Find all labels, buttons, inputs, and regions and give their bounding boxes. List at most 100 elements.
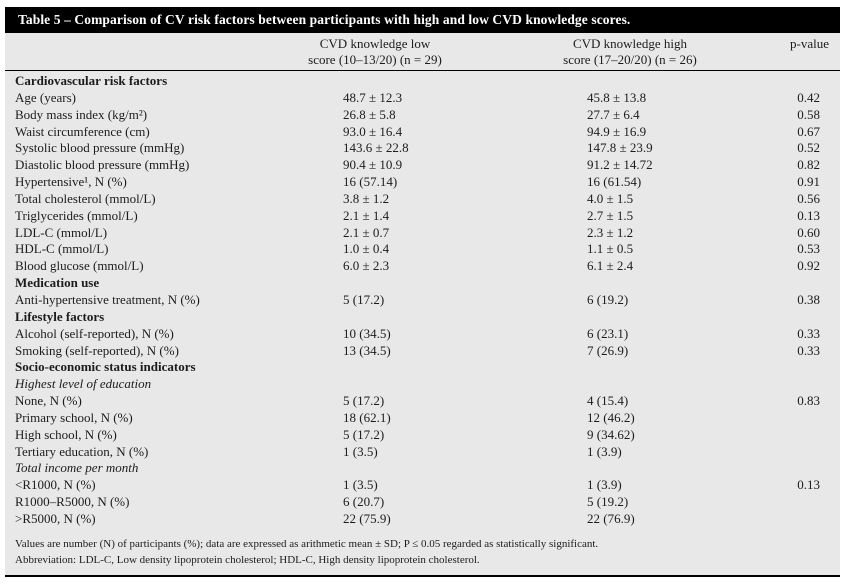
cell-low-score: 18 (62.1) xyxy=(343,409,391,425)
cell-high-score xyxy=(587,376,783,393)
cell-low-score xyxy=(343,73,587,90)
table-row: Anti-hypertensive treatment, N (%) 5 (17.… xyxy=(5,292,840,309)
cell-p-value xyxy=(783,511,840,528)
table-row: Tertiary education, N (%) 1 (3.5) 1 (3.9) xyxy=(5,444,840,461)
cell-p-value xyxy=(783,444,840,461)
data-table-body: Cardiovascular risk factors Age (years) 48… xyxy=(5,73,840,528)
row-label: None, N (%) xyxy=(15,393,82,409)
cell-low-score: 93.0 ± 16.4 xyxy=(343,123,403,139)
cell-high-score: 7 (26.9) xyxy=(587,342,629,358)
table-row: R1000–R5000, N (%) 6 (20.7) 5 (19.2) xyxy=(5,494,840,511)
row-label: Total income per month xyxy=(15,460,139,476)
footnotes: Values are number (N) of participants (%… xyxy=(5,536,840,575)
cell-p-value xyxy=(783,376,840,393)
cell-high-score: 1 (3.9) xyxy=(587,477,622,493)
table-row: >R5000, N (%) 22 (75.9) 22 (76.9) xyxy=(5,511,840,528)
row-label: Total cholesterol (mmol/L) xyxy=(15,190,156,206)
footnote-abbreviations: Abbreviation: LDL-C, Low density lipopro… xyxy=(15,553,480,566)
cell-high-score: 6.1 ± 2.4 xyxy=(587,258,634,274)
cell-low-score: 2.1 ± 1.4 xyxy=(343,207,390,223)
cell-low-score: 6 (20.7) xyxy=(343,494,385,510)
table-row: LDL-C (mmol/L) 2.1 ± 0.7 2.3 ± 1.2 0.60 xyxy=(5,225,840,242)
row-label: Cardiovascular risk factors xyxy=(15,73,168,88)
table-title: Table 5 – Comparison of CV risk factors … xyxy=(18,12,631,27)
row-label: Highest level of education xyxy=(15,376,152,392)
row-label: Primary school, N (%) xyxy=(15,409,133,425)
cell-low-score: 26.8 ± 5.8 xyxy=(343,106,396,122)
row-label: Diastolic blood pressure (mmHg) xyxy=(15,157,190,173)
row-label: Medication use xyxy=(15,275,100,291)
cell-p-value: 0.58 xyxy=(797,106,820,122)
row-label: Lifestyle factors xyxy=(15,308,105,324)
cell-low-score: 5 (17.2) xyxy=(343,291,385,307)
table-row: Systolic blood pressure (mmHg) 143.6 ± 22… xyxy=(5,140,840,157)
table-title-bar: Table 5 – Comparison of CV risk factors … xyxy=(5,7,840,33)
row-label: Age (years) xyxy=(15,89,76,105)
table-row: Triglycerides (mmol/L) 2.1 ± 1.4 2.7 ± 1.5… xyxy=(5,208,840,225)
cell-high-score: 4 (15.4) xyxy=(587,393,629,409)
column-headers: CVD knowledge low score (10–13/20) (n = … xyxy=(5,33,840,71)
cell-low-score: 1.0 ± 0.4 xyxy=(343,241,390,257)
cell-high-score: 6 (23.1) xyxy=(587,325,629,341)
table-row: Total cholesterol (mmol/L) 3.8 ± 1.2 4.0 ±… xyxy=(5,191,840,208)
row-label: Anti-hypertensive treatment, N (%) xyxy=(15,291,200,307)
cell-high-score xyxy=(587,73,783,90)
cell-low-score: 16 (57.14) xyxy=(343,174,398,190)
cell-high-score: 27.7 ± 6.4 xyxy=(587,106,640,122)
col-header-high-line1: CVD knowledge high xyxy=(572,36,688,51)
table-row: HDL-C (mmol/L) 1.0 ± 0.4 1.1 ± 0.5 0.53 xyxy=(5,241,840,258)
footnote-values-note: Values are number (N) of participants (%… xyxy=(15,537,599,550)
table-row: Total income per month xyxy=(5,460,840,477)
table-row: Alcohol (self-reported), N (%) 10 (34.5) 6… xyxy=(5,326,840,343)
cell-p-value xyxy=(783,73,840,90)
table-row: Age (years) 48.7 ± 12.3 45.8 ± 13.8 0.42 xyxy=(5,90,840,107)
cell-p-value xyxy=(783,427,840,444)
cell-high-score: 9 (34.62) xyxy=(587,426,635,442)
cell-p-value: 0.53 xyxy=(797,241,820,257)
col-header-high: CVD knowledge high score (17–20/20) (n =… xyxy=(480,36,780,68)
cell-p-value: 0.67 xyxy=(797,123,820,139)
cell-low-score: 22 (75.9) xyxy=(343,510,391,526)
cell-high-score: 4.0 ± 1.5 xyxy=(587,190,634,206)
cell-high-score: 94.9 ± 16.9 xyxy=(587,123,647,139)
table-row: Blood glucose (mmol/L) 6.0 ± 2.3 6.1 ± 2.4… xyxy=(5,258,840,275)
cell-low-score: 5 (17.2) xyxy=(343,426,385,442)
col-header-low-line2: score (10–13/20) (n = 29) xyxy=(308,52,442,67)
row-label: >R5000, N (%) xyxy=(15,510,96,526)
row-label: Waist circumference (cm) xyxy=(15,123,150,139)
row-label: High school, N (%) xyxy=(15,426,117,442)
cell-low-score xyxy=(343,309,587,326)
cell-p-value: 0.56 xyxy=(797,190,820,206)
cell-p-value: 0.60 xyxy=(797,224,820,240)
cell-low-score xyxy=(343,275,587,292)
cell-low-score: 3.8 ± 1.2 xyxy=(343,190,390,206)
table-row: Smoking (self-reported), N (%) 13 (34.5) 7… xyxy=(5,343,840,360)
cell-high-score xyxy=(587,275,783,292)
cell-high-score xyxy=(587,309,783,326)
cell-p-value xyxy=(783,359,840,376)
table-row: Waist circumference (cm) 93.0 ± 16.4 94.9 … xyxy=(5,124,840,141)
cell-high-score: 2.3 ± 1.2 xyxy=(587,224,634,240)
cell-high-score: 6 (19.2) xyxy=(587,291,629,307)
cell-low-score: 5 (17.2) xyxy=(343,393,385,409)
table-row: <R1000, N (%) 1 (3.5) 1 (3.9) 0.13 xyxy=(5,477,840,494)
row-label: Alcohol (self-reported), N (%) xyxy=(15,325,174,341)
cell-low-score xyxy=(343,359,587,376)
cell-low-score: 90.4 ± 10.9 xyxy=(343,157,403,173)
row-label: Socio-economic status indicators xyxy=(15,359,196,375)
cell-p-value xyxy=(783,494,840,511)
row-label: HDL-C (mmol/L) xyxy=(15,241,109,257)
cell-p-value xyxy=(783,410,840,427)
table5-card: Table 5 – Comparison of CV risk factors … xyxy=(5,7,840,577)
row-label: Hypertensive¹, N (%) xyxy=(15,174,127,190)
row-label: <R1000, N (%) xyxy=(15,477,96,493)
row-label: Tertiary education, N (%) xyxy=(15,443,149,459)
table-row: Body mass index (kg/m²) 26.8 ± 5.8 27.7 ± … xyxy=(5,107,840,124)
col-header-low-line1: CVD knowledge low xyxy=(319,36,431,51)
cell-p-value: 0.42 xyxy=(797,89,820,105)
row-label: Smoking (self-reported), N (%) xyxy=(15,342,179,358)
row-label: Body mass index (kg/m²) xyxy=(15,106,148,122)
row-label: Blood glucose (mmol/L) xyxy=(15,258,144,274)
cell-p-value: 0.13 xyxy=(797,207,820,223)
cell-high-score: 12 (46.2) xyxy=(587,409,635,425)
